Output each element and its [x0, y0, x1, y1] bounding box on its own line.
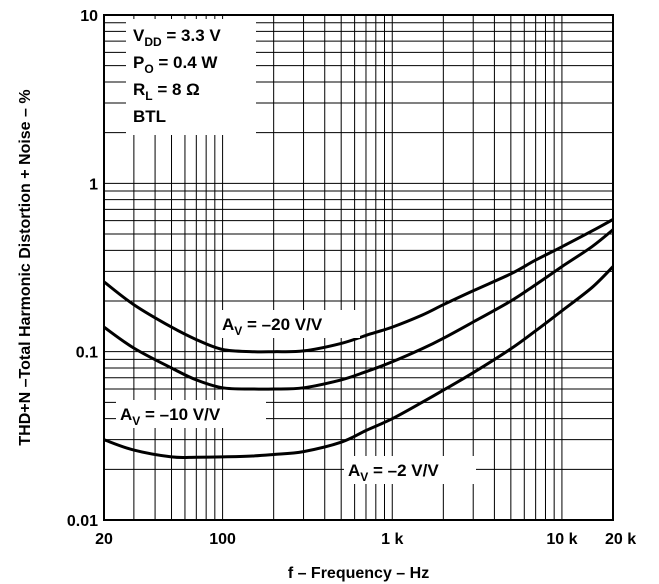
x-tick-label: 1 k — [381, 531, 403, 548]
condition-line-2: RL = 8 Ω — [133, 80, 200, 103]
y-tick-label: 10 — [80, 8, 98, 25]
y-axis-label: THD+N –Total Harmonic Distortion + Noise… — [17, 89, 34, 445]
series-label-2: AV = –2 V/V — [348, 461, 439, 484]
y-tick-labels: 10 1 0.1 0.01 — [67, 8, 98, 530]
series-label-bg — [344, 456, 476, 484]
series-label-bg — [218, 310, 360, 338]
y-tick-label: 1 — [89, 176, 98, 193]
series-line-0 — [103, 218, 614, 354]
y-tick-label: 0.1 — [76, 345, 98, 362]
series-label-1: AV = –10 V/V — [120, 405, 221, 428]
condition-line-0: VDD = 3.3 V — [133, 26, 221, 49]
series-label-bg — [116, 400, 266, 428]
condition-line-1: PO = 0.4 W — [133, 53, 218, 76]
series-labels: AV = –20 V/V AV = –10 V/V AV = –2 V/V — [116, 310, 476, 484]
x-tick-label: 100 — [209, 531, 236, 548]
series-lines — [103, 218, 615, 460]
condition-line-3: BTL — [133, 107, 166, 126]
x-tick-label: 10 k — [546, 531, 577, 548]
y-tick-label: 0.01 — [67, 513, 98, 530]
plot-frame — [103, 14, 614, 521]
x-axis-label: f – Frequency – Hz — [288, 565, 429, 582]
conditions-box: VDD = 3.3 V PO = 0.4 W RL = 8 Ω BTL — [126, 19, 256, 135]
series-label-0: AV = –20 V/V — [222, 315, 323, 338]
series-line-1 — [103, 228, 614, 391]
series-line-2 — [103, 265, 615, 460]
x-tick-label: 20 k — [605, 531, 636, 548]
x-tick-labels: 20 100 1 k 10 k 20 k — [95, 531, 636, 548]
conditions-bg — [126, 19, 256, 135]
x-tick-label: 20 — [95, 531, 113, 548]
